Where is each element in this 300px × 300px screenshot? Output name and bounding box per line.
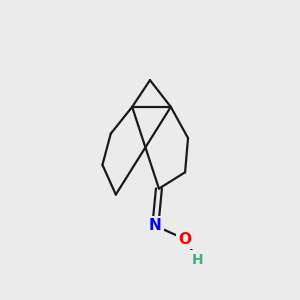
Text: N: N [149,218,162,233]
Text: H: H [192,253,203,267]
Text: O: O [178,232,192,247]
